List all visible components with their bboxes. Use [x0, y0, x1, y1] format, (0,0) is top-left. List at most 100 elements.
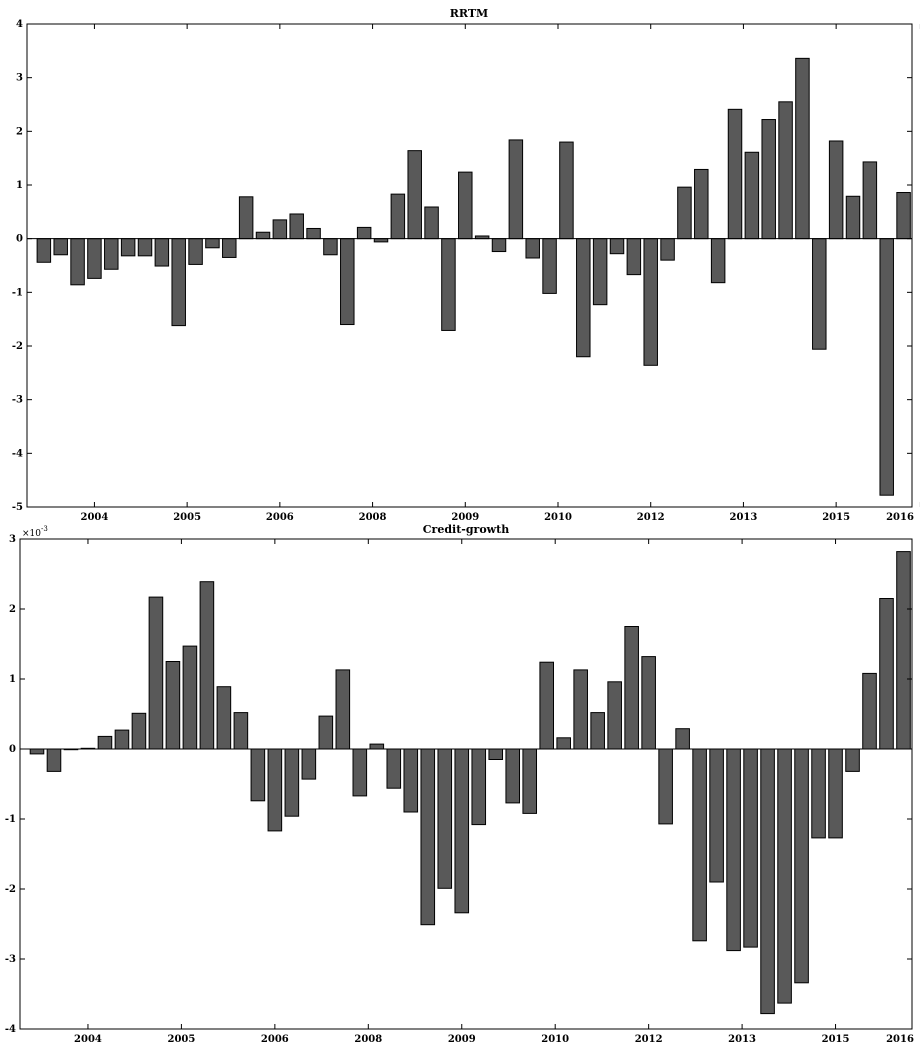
- rrtm-bar: [694, 168, 709, 240]
- credit-growth-bar: [556, 737, 571, 750]
- credit-growth-x-tick-label: 2012: [635, 1034, 663, 1045]
- credit-growth-bar: [97, 735, 113, 750]
- credit-growth-x-tick-label: 2005: [167, 1034, 195, 1045]
- credit-growth-bar: [709, 748, 724, 883]
- rrtm-bar: [508, 139, 524, 240]
- credit-growth-bar: [335, 669, 351, 750]
- rrtm-bar: [87, 238, 102, 279]
- credit-growth-bar: [454, 748, 470, 914]
- rrtm-y-tick-label: 1: [16, 180, 23, 191]
- rrtm-bar: [255, 231, 271, 240]
- rrtm-bar: [559, 141, 574, 240]
- rrtm-bar: [340, 238, 355, 326]
- rrtm-bar: [70, 238, 85, 286]
- rrtm-y-tick-label: -2: [12, 341, 23, 352]
- credit-growth-bar: [471, 748, 487, 826]
- rrtm-bar: [542, 238, 557, 294]
- rrtm-bar: [289, 213, 304, 240]
- credit-growth-bar: [46, 748, 62, 772]
- rrtm-y-tick-label: 0: [16, 234, 23, 245]
- credit-growth-x-tick-label: 2013: [728, 1034, 756, 1045]
- rrtm-bar: [222, 238, 237, 258]
- credit-growth-bar: [199, 581, 215, 750]
- credit-growth-x-tick-label: 2008: [354, 1034, 382, 1045]
- credit-growth-bar: [437, 748, 453, 889]
- rrtm-bar: [171, 238, 186, 327]
- credit-growth-bar: [114, 729, 130, 750]
- rrtm-bar: [137, 238, 153, 257]
- rrtm-bar: [188, 238, 203, 265]
- credit-growth-bar: [607, 681, 622, 750]
- rrtm-x-tick-label: 2005: [173, 512, 201, 523]
- credit-growth-bar: [148, 596, 164, 750]
- rrtm-y-axis: -5 -4 -3 -2 -1 0 1 2 3 4: [12, 19, 912, 513]
- credit-growth-bars: [29, 551, 911, 1015]
- rrtm-y-tick-label: -1: [12, 287, 23, 298]
- rrtm-bar: [727, 108, 743, 240]
- credit-growth-bar: [743, 748, 758, 948]
- credit-growth-y-axis: -4 -3 -2 -1 0 1 2 3: [5, 534, 912, 1035]
- credit-growth-x-tick-label: 2016: [886, 1034, 914, 1045]
- rrtm-x-tick-label: 2004: [81, 512, 109, 523]
- rrtm-bar: [104, 238, 119, 270]
- credit-growth-bar: [267, 748, 283, 832]
- credit-growth-bar: [573, 669, 588, 750]
- credit-growth-bar: [896, 551, 911, 750]
- rrtm-x-axis: 2004 2005 2006 2008 2009 2010 2012 2013 2015 2016: [81, 24, 920, 523]
- credit-growth-bar: [862, 672, 877, 750]
- rrtm-x-tick-label: 2015: [822, 512, 850, 523]
- y-exponent-label: ×10-3: [22, 525, 48, 539]
- credit-growth-title: Credit-growth: [423, 523, 509, 536]
- credit-growth-x-tick-label: 2010: [541, 1034, 569, 1045]
- rrtm-bar: [845, 195, 861, 240]
- credit-growth-bar: [403, 748, 419, 813]
- rrtm-bar: [778, 101, 793, 240]
- rrtm-title: RRTM: [450, 7, 488, 20]
- rrtm-y-tick-label: 4: [16, 19, 23, 30]
- credit-growth-bar: [590, 712, 605, 750]
- rrtm-bar: [238, 196, 254, 240]
- rrtm-bar: [424, 206, 439, 240]
- rrtm-bar: [441, 238, 456, 331]
- credit-growth-y-tick-label: -3: [5, 954, 16, 965]
- credit-growth-bar: [760, 748, 775, 1015]
- credit-growth-bar: [352, 748, 368, 797]
- credit-growth-y-tick-label: -4: [5, 1024, 16, 1035]
- rrtm-bar: [761, 119, 776, 240]
- rrtm-bars: [36, 57, 911, 496]
- credit-growth-y-tick-label: 2: [9, 604, 16, 615]
- credit-growth-x-tick-label: 2015: [822, 1034, 850, 1045]
- credit-growth-bar: [641, 656, 656, 750]
- credit-growth-y-tick-label: 1: [9, 674, 16, 685]
- rrtm-bar: [896, 192, 911, 240]
- rrtm-bar: [390, 193, 406, 240]
- credit-growth-bar: [318, 715, 334, 750]
- rrtm-bar: [710, 238, 726, 284]
- credit-growth-bar: [828, 748, 843, 839]
- rrtm-bar: [407, 150, 422, 240]
- rrtm-x-tick-label: 2008: [359, 512, 387, 523]
- rrtm-bar: [306, 227, 321, 240]
- rrtm-bar: [660, 238, 675, 261]
- rrtm-bar: [576, 238, 591, 358]
- rrtm-y-tick-label: -3: [12, 395, 23, 406]
- rrtm-bar: [609, 238, 625, 255]
- credit-growth-bar: [29, 748, 45, 755]
- credit-growth-x-tick-label: 2006: [261, 1034, 289, 1045]
- rrtm-bar: [491, 238, 507, 253]
- rrtm-bar: [525, 238, 540, 259]
- credit-growth-x-tick-label: 2009: [448, 1034, 476, 1045]
- rrtm-bar: [643, 238, 658, 366]
- rrtm-bar: [323, 238, 338, 256]
- credit-growth-bar: [131, 712, 147, 750]
- credit-growth-bar: [794, 748, 809, 984]
- rrtm-y-tick-label: -5: [12, 502, 23, 513]
- rrtm-y-tick-label: -4: [12, 448, 23, 459]
- rrtm-x-tick-label: 2016: [886, 512, 914, 523]
- rrtm-bar: [272, 219, 288, 240]
- credit-growth-bar: [165, 661, 181, 750]
- rrtm-bar: [356, 226, 372, 240]
- credit-growth-bar: [675, 728, 690, 750]
